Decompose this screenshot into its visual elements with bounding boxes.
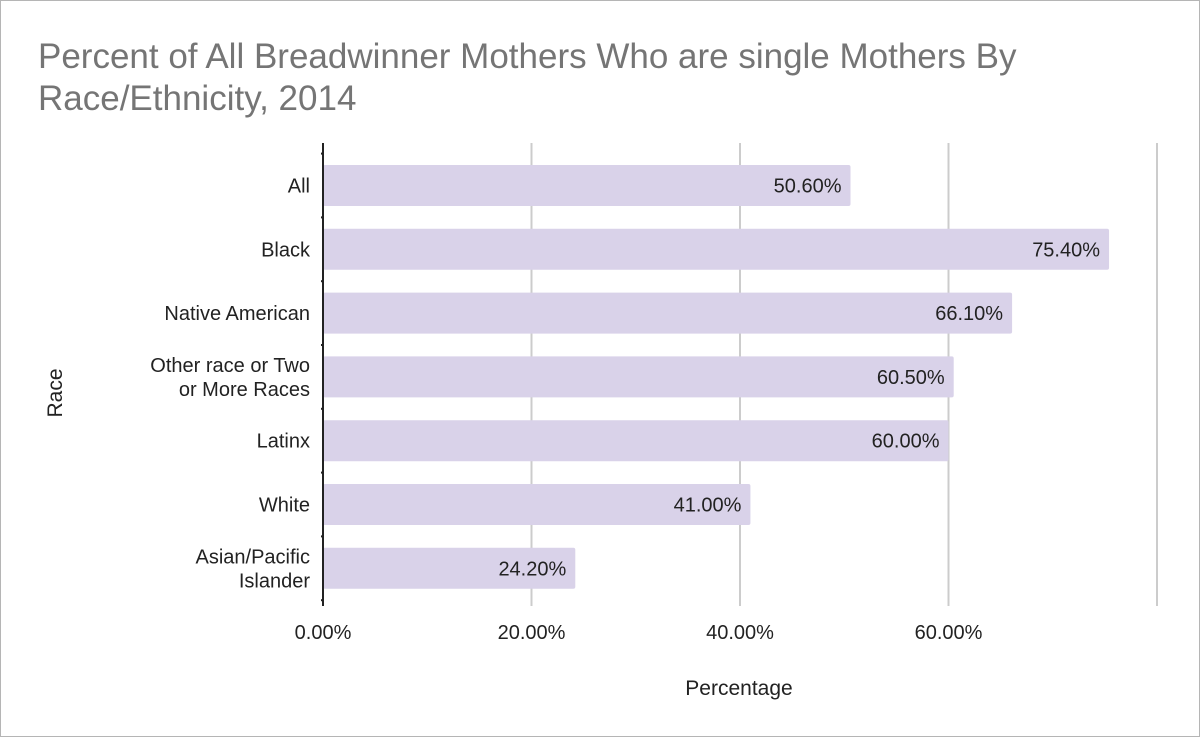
data-label-5: 41.00% [674, 495, 742, 517]
data-label-6: 24.20% [498, 558, 566, 580]
category-label-6-line-0: Asian/Pacific [196, 546, 311, 568]
data-label-4: 60.00% [872, 431, 940, 453]
bar-5 [323, 484, 751, 525]
data-label-0: 50.60% [774, 176, 842, 198]
bar-2 [323, 292, 1013, 334]
x-tick-label-0: 0.00% [295, 622, 352, 644]
x-tick-label-1: 20.00% [498, 622, 566, 644]
category-label-6-line-1: Islander [239, 570, 310, 592]
bar-3 [323, 356, 954, 398]
data-label-2: 66.10% [935, 303, 1003, 325]
x-tick-label-2: 40.00% [706, 622, 774, 644]
bar-0 [323, 165, 851, 206]
category-label-5: White [259, 495, 310, 517]
data-label-1: 75.40% [1032, 239, 1100, 261]
bar-6 [323, 547, 576, 589]
category-label-3-line-1: or More Races [179, 379, 310, 401]
category-label-2: Native American [164, 303, 310, 325]
x-axis-title: Percentage [685, 677, 793, 700]
category-label-0: All [288, 176, 310, 198]
sheet-edge [1190, 1, 1199, 736]
category-label-4: Latinx [257, 431, 310, 453]
chart-title: Percent of All Breadwinner Mothers Who a… [38, 37, 1017, 118]
x-tick-label-3: 60.00% [915, 622, 983, 644]
category-label-3-line-0: Other race or Two [150, 355, 310, 377]
data-label-3: 60.50% [877, 367, 945, 389]
bar-4 [323, 420, 949, 462]
category-label-1: Black [261, 239, 311, 261]
bar-1 [323, 228, 1110, 270]
